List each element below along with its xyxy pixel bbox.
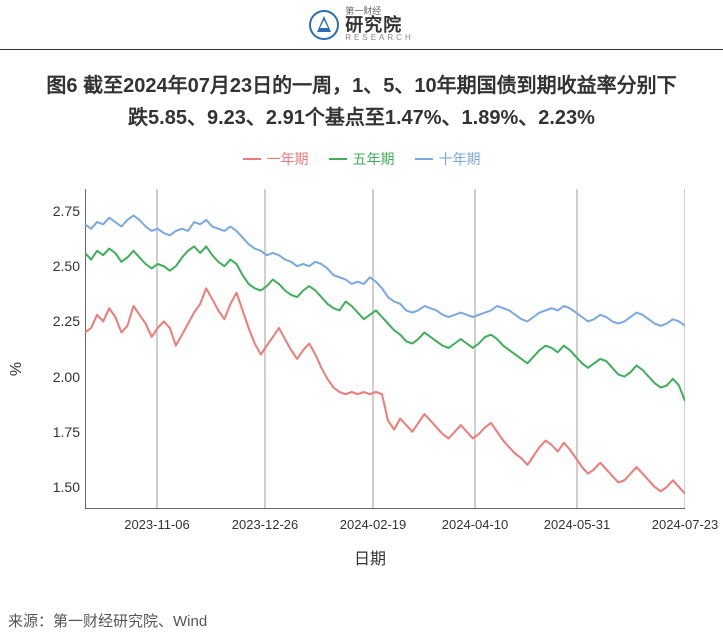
x-tick-label: 2024-02-19 [340,517,407,532]
y-tick-label: 2.50 [40,258,80,274]
legend: 一年期 五年期 十年期 [0,149,723,169]
x-tick-label: 2024-07-23 [652,517,719,532]
y-tick-label: 2.00 [40,369,80,385]
logo-icon [309,10,339,40]
source-text: 来源：第一财经研究院、Wind [8,610,207,631]
logo-text: 第一财经 研究院 RESEARCH [345,7,413,42]
x-tick-label: 2023-12-26 [232,517,299,532]
legend-label: 十年期 [439,149,481,169]
chart-title: 图6 截至2024年07月23日的一周，1、5、10年期国债到期收益率分别下跌5… [0,65,723,149]
x-tick-label: 2024-05-31 [544,517,611,532]
x-tick-label: 2024-04-10 [442,517,509,532]
logo: 第一财经 研究院 RESEARCH [309,7,413,42]
plot-svg [85,189,685,509]
legend-label: 一年期 [267,149,309,169]
y-tick-label: 1.50 [40,479,80,495]
legend-item: 十年期 [415,149,481,169]
legend-item: 五年期 [329,149,395,169]
plot [85,189,685,509]
y-tick-label: 2.75 [40,203,80,219]
y-tick-label: 2.25 [40,313,80,329]
legend-swatch [243,158,261,161]
x-tick-label: 2023-11-06 [124,517,190,532]
header: 第一财经 研究院 RESEARCH [0,0,723,50]
legend-label: 五年期 [353,149,395,169]
logo-en: RESEARCH [345,34,413,42]
chart-area: % 1.501.752.002.252.502.75 2023-11-06202… [40,179,700,559]
x-axis-label: 日期 [354,545,386,569]
legend-swatch [329,158,347,161]
legend-swatch [415,158,433,161]
logo-cn: 研究院 [345,16,413,34]
y-axis-label: % [8,362,26,376]
legend-item: 一年期 [243,149,309,169]
y-tick-label: 1.75 [40,424,80,440]
